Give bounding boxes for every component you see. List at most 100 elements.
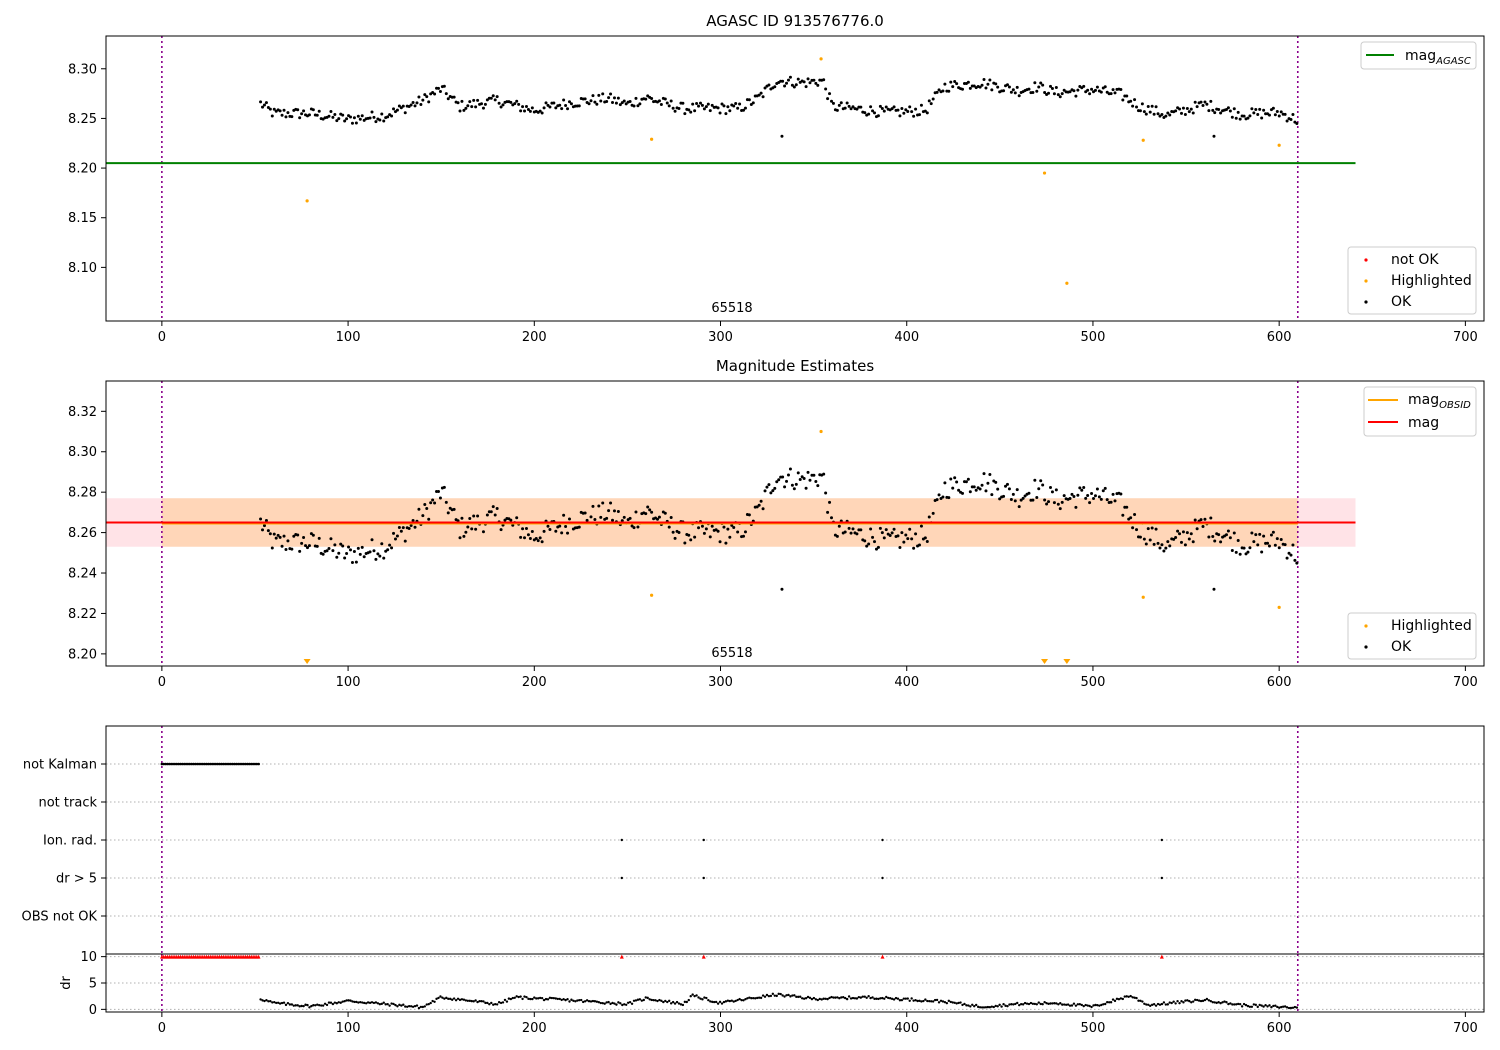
ok-point [669, 515, 673, 519]
ok-point [542, 529, 546, 533]
dr-point [513, 996, 516, 1000]
ok-point [429, 501, 433, 505]
dr-point [601, 1001, 604, 1005]
dr-point [390, 1002, 393, 1005]
ok-point [982, 78, 986, 82]
dr-ytick-label: 10 [80, 950, 97, 965]
ok-point [462, 108, 466, 112]
dr-point [984, 1006, 988, 1009]
ok-point [1277, 546, 1281, 550]
ok-point [1054, 488, 1058, 492]
dr-point [1188, 999, 1191, 1003]
dr-point [787, 993, 790, 997]
dr-point [824, 997, 827, 1000]
dr-point [1213, 1001, 1216, 1004]
ok-point [1201, 103, 1205, 107]
dr-point [1139, 999, 1142, 1002]
agasc-xtick-label: 700 [1453, 330, 1478, 345]
dr-point [712, 1000, 716, 1004]
dr-point [926, 999, 929, 1003]
dr-point [1070, 1004, 1074, 1007]
ok-point [1131, 526, 1135, 530]
dr-point [1178, 1001, 1181, 1005]
ok-point [906, 109, 910, 113]
dr-point [658, 998, 661, 1002]
dr-point [791, 994, 794, 997]
dr-point [1068, 1004, 1072, 1007]
ok-point [1230, 549, 1234, 553]
dr-point [1289, 1006, 1293, 1010]
dr-point [271, 1001, 274, 1004]
legend-ok: OK [1391, 294, 1412, 310]
ok-point [1142, 110, 1146, 114]
dr-point [345, 999, 348, 1002]
dr-point [728, 999, 732, 1003]
ok-point [873, 111, 877, 115]
flag-point [197, 762, 201, 766]
ok-point [702, 107, 706, 111]
ok-point [910, 110, 914, 114]
ok-point [612, 509, 616, 513]
ok-point [546, 524, 550, 528]
out-of-range-marker [303, 659, 311, 664]
ok-point [354, 560, 358, 564]
ok-point [300, 541, 304, 545]
ok-point [476, 98, 480, 102]
dr-point [1162, 1001, 1166, 1004]
dr-point [1168, 1001, 1171, 1004]
ok-point [634, 510, 638, 514]
ok-point [352, 116, 356, 120]
dr-point [619, 1002, 622, 1005]
dr-point [503, 998, 507, 1002]
ok-point [1099, 90, 1103, 94]
ok-point [1271, 106, 1275, 110]
dr-point [394, 1003, 397, 1007]
ok-point [890, 107, 894, 111]
ok-point [436, 86, 440, 90]
ok-point [1138, 109, 1142, 113]
ok-point [988, 473, 992, 477]
ok-point [851, 105, 855, 109]
dr-point [581, 1000, 585, 1004]
ok-point [867, 542, 871, 546]
dr-point [881, 996, 884, 1000]
ok-point [1103, 486, 1107, 490]
dr-point [499, 1001, 503, 1005]
dr-point [793, 994, 796, 997]
dr-point [468, 999, 471, 1003]
dr-point [400, 1004, 403, 1007]
dr-point [583, 1000, 587, 1003]
dr-point [333, 1001, 337, 1004]
dr-point [732, 1000, 735, 1003]
dr-point [914, 998, 917, 1002]
dr-point [1203, 998, 1207, 1002]
dr-panel: 0 100 200 300 400 500 600 700 0 5 10 dr [59, 950, 1485, 1036]
ok-point [663, 511, 667, 515]
ok-point [871, 535, 875, 539]
ok-point [601, 92, 605, 96]
ok-point [354, 121, 358, 125]
dr-point [1078, 1003, 1082, 1006]
ok-point [716, 529, 720, 533]
dr-point [761, 994, 765, 997]
dr-point [1258, 1003, 1261, 1007]
ok-point [523, 536, 527, 540]
ok-point [1203, 100, 1207, 104]
ok-point [773, 486, 777, 490]
dr-point [437, 996, 440, 1000]
ok-point [566, 531, 570, 535]
dr-point [1160, 1002, 1164, 1006]
dr-point [1025, 1002, 1029, 1005]
dr-point [351, 1000, 354, 1003]
ok-point [417, 507, 421, 511]
dr-point [421, 1005, 425, 1009]
dr-point [1080, 1003, 1083, 1007]
ok-point [1266, 541, 1270, 545]
ok-point [388, 543, 392, 547]
magnitude-xtick-label: 0 [158, 675, 166, 690]
dr-point [1004, 1004, 1007, 1007]
dr-point [726, 999, 730, 1002]
ok-point [296, 108, 300, 112]
ok-point [873, 540, 877, 544]
ok-point [552, 101, 556, 105]
